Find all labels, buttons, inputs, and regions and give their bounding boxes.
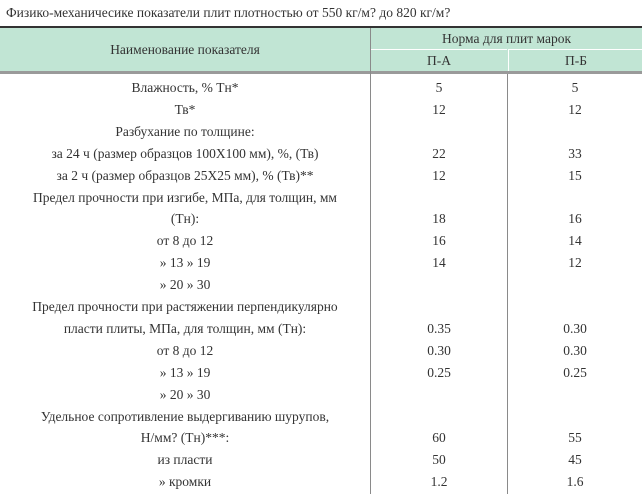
row-name: Тв*	[174, 101, 196, 117]
row-name: (Тн):	[170, 211, 200, 227]
value-pa: 18	[432, 211, 446, 227]
value-pb: 12	[568, 101, 582, 117]
row-name: от 8 до 12	[156, 233, 214, 249]
value-pa: 12	[432, 167, 446, 183]
table-row: от 8 до 12 0.30 0.30	[0, 340, 642, 362]
table-top-border	[0, 26, 642, 28]
table-row: » 13 » 19 14 12	[0, 252, 642, 274]
table-row: за 24 ч (размер образцов 100Х100 мм), %,…	[0, 143, 642, 165]
row-name: Предел прочности при растяжении перпенди…	[32, 299, 338, 314]
table-row: за 2 ч (размер образцов 25Х25 мм), % (Тв…	[0, 165, 642, 187]
value-pa: 0.35	[427, 320, 451, 336]
header-pa: П-А	[371, 49, 507, 72]
table-row: Влажность, % Тн* 5 5	[0, 77, 642, 99]
value-pb: 0.25	[563, 364, 587, 380]
header-divider	[0, 71, 642, 74]
table-row: Тв* 12 12	[0, 99, 642, 121]
value-pb: 14	[568, 233, 582, 249]
table-row: от 8 до 12 16 14	[0, 230, 642, 252]
column-divider	[507, 74, 508, 494]
table-row: Н/мм? (Тн)***: 60 55	[0, 427, 642, 449]
table-row: » 13 » 19 0.25 0.25	[0, 362, 642, 384]
value-pb: 33	[568, 145, 582, 161]
header-name-column: Наименование показателя	[110, 42, 260, 57]
value-pb: 5	[571, 80, 579, 95]
row-name: » 20 » 30	[159, 277, 211, 293]
row-name: за 2 ч (размер образцов 25Х25 мм), % (Тв…	[56, 167, 314, 183]
table-caption: Физико-механичесике показатели плит плот…	[6, 5, 451, 20]
value-pb: 0.30	[563, 342, 587, 358]
row-name: Предел прочности при изгибе, МПа, для то…	[33, 189, 337, 205]
table-row: Разбухание по толщине:	[0, 121, 642, 143]
table-row: из пласти 50 45	[0, 449, 642, 471]
row-name: пласти плиты, МПа, для толщин, мм (Тн):	[63, 320, 307, 336]
header-norm-column: Норма для плит марок	[441, 31, 571, 46]
value-pa: 12	[432, 101, 446, 117]
table-row: » 20 » 30	[0, 384, 642, 406]
value-pa: 22	[432, 145, 446, 161]
value-pa: 0.30	[427, 342, 451, 358]
value-pb: 45	[568, 452, 582, 468]
table-row: » 20 » 30	[0, 274, 642, 296]
value-pa: 1.2	[430, 474, 448, 490]
column-divider	[370, 28, 371, 494]
value-pb: 16	[568, 211, 582, 227]
table-row: (Тн): 18 16	[0, 208, 642, 230]
table-row: Предел прочности при растяжении перпенди…	[0, 296, 642, 318]
properties-table: Наименование показателя Норма для плит м…	[0, 26, 642, 494]
header-pb: П-Б	[508, 49, 642, 72]
row-name: Влажность, % Тн*	[131, 80, 239, 95]
row-name: » 20 » 30	[159, 386, 211, 402]
row-name: Удельное сопротивление выдергиванию шуру…	[40, 408, 330, 424]
row-name: от 8 до 12	[156, 342, 214, 358]
value-pb: 0.30	[563, 320, 587, 336]
row-name: из пласти	[157, 452, 213, 468]
table-row: Предел прочности при изгибе, МПа, для то…	[0, 187, 642, 209]
value-pb: 12	[568, 255, 582, 271]
value-pb: 1.6	[566, 474, 584, 490]
row-name: за 24 ч (размер образцов 100Х100 мм), %,…	[51, 145, 319, 161]
value-pa: 5	[435, 80, 443, 95]
row-name: » кромки	[158, 474, 212, 490]
value-pa: 14	[432, 255, 446, 271]
table-row: Удельное сопротивление выдергиванию шуру…	[0, 406, 642, 428]
table-row: пласти плиты, МПа, для толщин, мм (Тн): 0…	[0, 318, 642, 340]
value-pa: 60	[432, 430, 446, 446]
value-pa: 0.25	[427, 364, 451, 380]
table-row: » кромки 1.2 1.6	[0, 471, 642, 493]
value-pa: 16	[432, 233, 446, 249]
row-name: Н/мм? (Тн)***:	[140, 430, 230, 446]
value-pb: 15	[568, 167, 582, 183]
row-name: » 13 » 19	[159, 364, 211, 380]
row-name: Разбухание по толщине:	[115, 123, 255, 139]
row-name: » 13 » 19	[159, 255, 211, 271]
value-pa: 50	[432, 452, 446, 468]
value-pb: 55	[568, 430, 582, 446]
